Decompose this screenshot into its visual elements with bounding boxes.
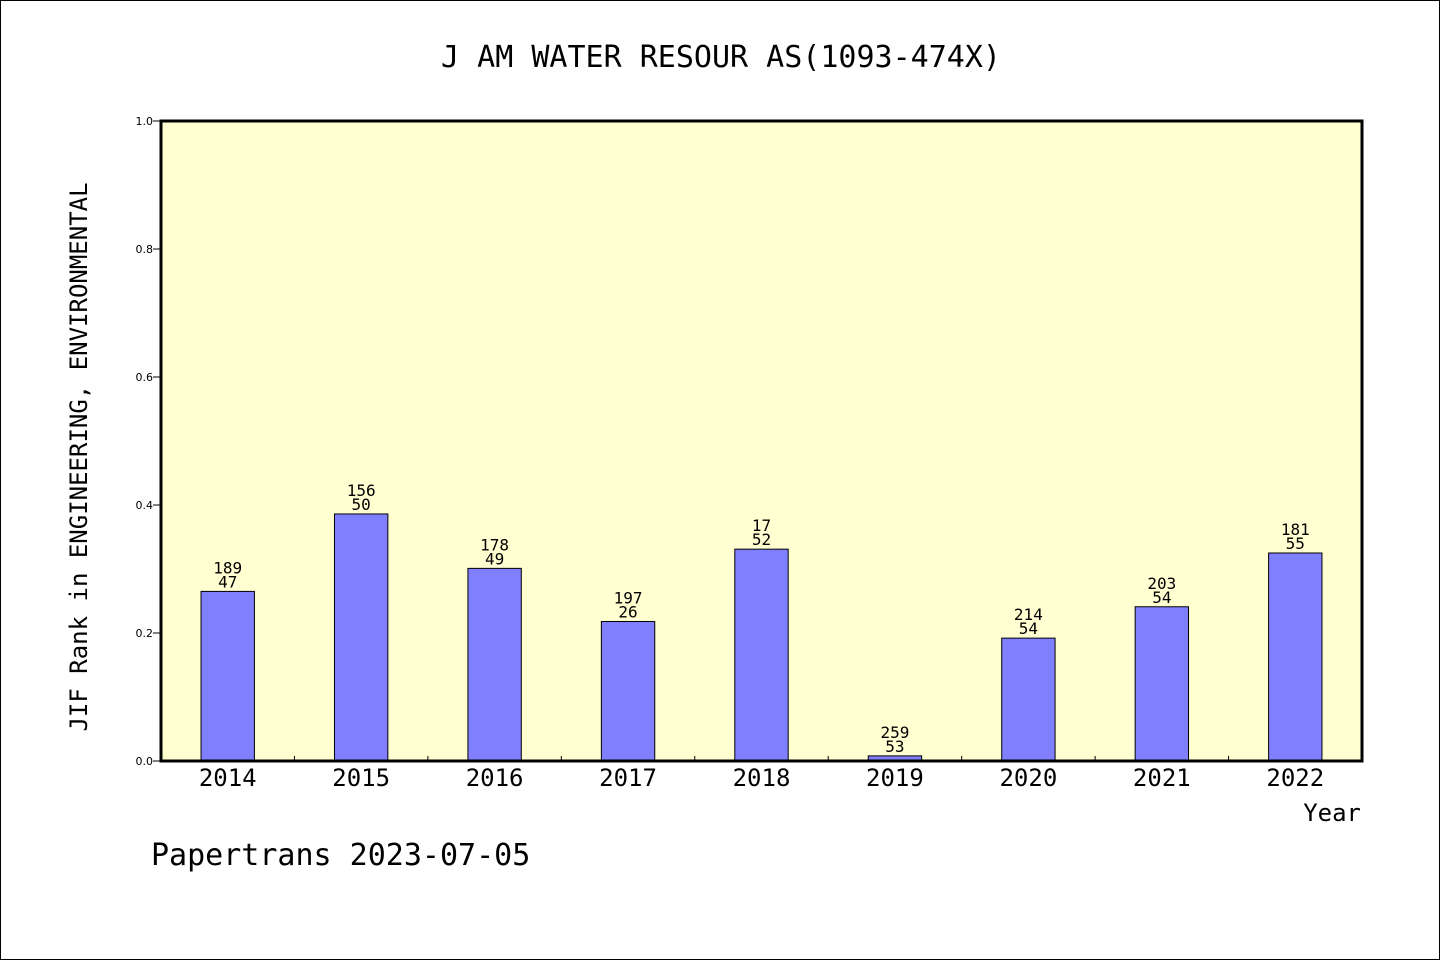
- y-tick-label: 0.2: [136, 627, 154, 640]
- bar-label-rank: 181: [1281, 520, 1310, 539]
- bar-2014: [200, 590, 255, 762]
- y-tick-label: 0.0: [136, 755, 154, 768]
- bar-label-count: 47: [218, 572, 237, 591]
- x-tick-label: 2014: [199, 764, 257, 792]
- y-axis-ticks: 0.0 0.2 0.4 0.6 0.8 1.0: [136, 115, 161, 768]
- bar-label-count: 54: [1019, 619, 1038, 638]
- bar-label-count: 53: [885, 737, 904, 756]
- bar-label-rank: 189: [213, 558, 242, 577]
- bar-label-rank: 259: [880, 723, 909, 742]
- x-tick-label: 2016: [466, 764, 524, 792]
- x-tick-label: 2022: [1266, 764, 1324, 792]
- bar-2016: [467, 567, 522, 762]
- bar-2017: [600, 620, 656, 762]
- bar-label-count: 50: [352, 495, 371, 514]
- bar-2021: [1134, 606, 1190, 762]
- bar-2015: [333, 513, 389, 762]
- bar-label-rank: 197: [614, 588, 643, 607]
- x-axis-ticks: 2014 2015 2016 2017 2018 2019 2020 2021 2022: [199, 756, 1324, 792]
- x-tick-label: 2015: [332, 764, 390, 792]
- bar-label-count: 49: [485, 549, 504, 568]
- y-axis-label: JIF Rank in ENGINEERING, ENVIRONMENTAL: [65, 182, 93, 731]
- bar-label-count: 52: [752, 530, 771, 549]
- x-tick-label: 2019: [866, 764, 924, 792]
- bar-label-rank: 17: [752, 516, 771, 535]
- y-tick-label: 0.6: [136, 371, 154, 384]
- x-tick-label: 2018: [733, 764, 791, 792]
- footer-text: Papertrans 2023-07-05: [151, 838, 530, 873]
- x-tick-label: 2017: [599, 764, 657, 792]
- bars: 1894715650178491972617522595321454203541…: [200, 481, 1323, 762]
- bar-label-count: 54: [1152, 588, 1171, 607]
- bar-label-rank: 156: [347, 481, 376, 500]
- bar-label-rank: 214: [1014, 605, 1043, 624]
- bar-label-rank: 178: [480, 535, 509, 554]
- y-tick-label: 1.0: [136, 115, 154, 128]
- bar-2022: [1268, 552, 1323, 762]
- plot-border: [159, 119, 1364, 763]
- bar-label-rank: 203: [1147, 574, 1176, 593]
- x-tick-label: 2021: [1133, 764, 1191, 792]
- bar-label-count: 55: [1286, 534, 1305, 553]
- x-tick-label: 2020: [999, 764, 1057, 792]
- bar-2018: [734, 548, 789, 762]
- y-tick-label: 0.4: [136, 499, 154, 512]
- bar-2020: [1001, 637, 1056, 762]
- bar-label-count: 26: [618, 602, 637, 621]
- x-axis-label: Year: [1303, 799, 1361, 827]
- chart-title: J AM WATER RESOUR AS(1093-474X): [441, 40, 1001, 75]
- y-tick-label: 0.8: [136, 243, 154, 256]
